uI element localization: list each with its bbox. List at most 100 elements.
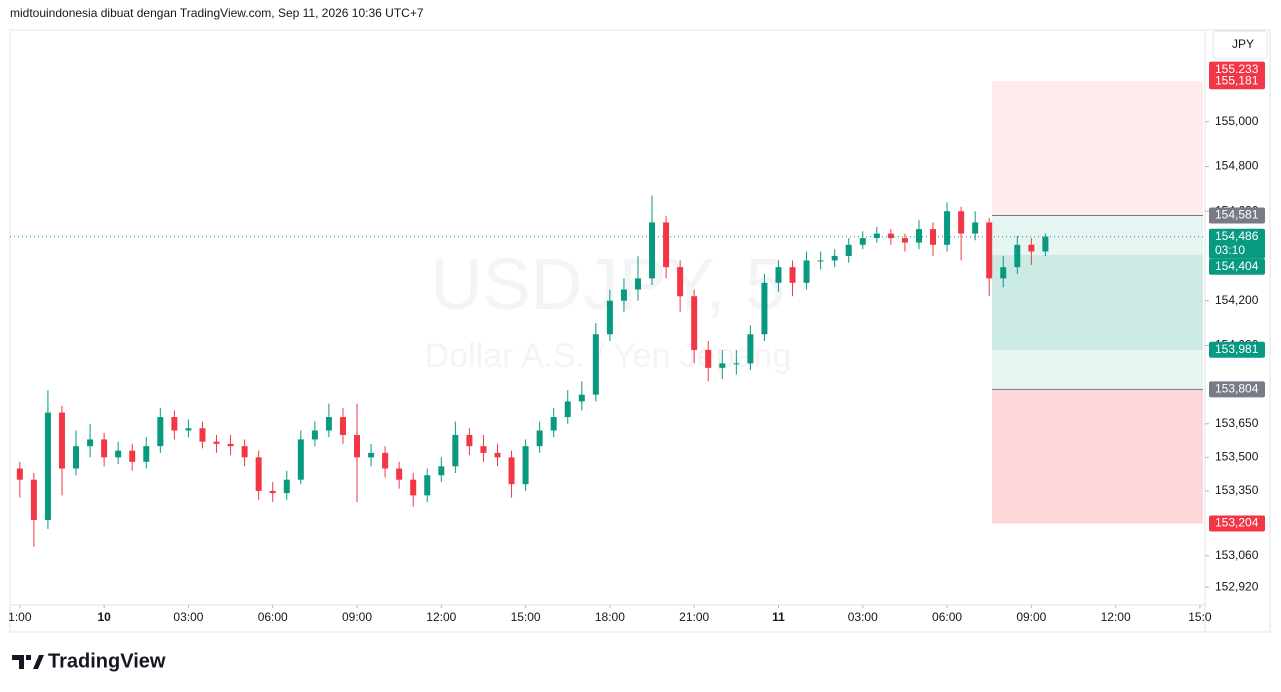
candle-body [171,417,178,431]
watermark-name: Dollar A.S. / Yen Jepang [425,337,792,375]
price-label-box [1209,381,1265,398]
x-tick-label: 06:00 [932,610,962,624]
candle-body [494,452,501,458]
x-tick-label: 15:0 [1188,610,1212,624]
price-label-box [1209,207,1265,224]
y-tick-label: 154,800 [1215,159,1259,173]
candle-body [424,475,431,496]
candle-body [368,452,375,458]
candle-body [817,260,824,262]
candle-body [649,222,656,279]
x-tick-label: 21:00 [679,610,709,624]
candle-body [452,434,459,467]
x-tick-label: 12:00 [1101,610,1131,624]
price-label-box [1209,258,1265,275]
candle-body [761,282,768,335]
y-tick-label: 152,920 [1215,579,1259,593]
position-zone [992,215,1203,390]
candle-body [887,233,894,239]
candle-body [213,441,220,444]
candle-body [410,479,417,496]
candle-body [620,289,627,301]
price-label-box [1209,73,1265,90]
candle-body [480,446,487,453]
candle-body [915,229,922,243]
candle-body [719,363,726,368]
candle-body [944,211,951,245]
price-label: 155,233 [1215,62,1259,76]
candle-body [227,443,234,447]
y-tick-label: 155,000 [1215,114,1259,128]
x-tick-label: 18:00 [595,610,625,624]
candle-body [339,417,346,435]
candle-body [1014,244,1021,268]
candle-body [972,222,979,234]
x-tick-label: 09:00 [342,610,372,624]
candle-body [199,428,206,442]
x-tick-label: 1:00 [8,610,32,624]
candle-body [438,466,445,476]
candle-body [550,417,557,431]
candle-body [831,255,838,261]
candle-body [382,452,389,469]
position-zone [992,81,1203,216]
currency-label[interactable]: JPY [1232,37,1254,51]
y-tick-label: 153,060 [1215,548,1259,562]
candle-body [564,401,571,418]
candle-body [775,267,782,283]
price-label: 153,981 [1215,342,1259,356]
candle-body [269,490,276,494]
candle-body [73,446,80,469]
candle-body [255,457,262,491]
x-tick-label: 03:00 [848,610,878,624]
price-label: 154,404 [1215,259,1259,273]
candle-body [691,296,698,350]
price-label: 154,581 [1215,208,1259,222]
price-label: 154,486 [1215,229,1259,243]
candle-body [873,233,880,239]
candle-body [663,222,670,268]
candle-body [115,450,122,458]
candle-body [129,450,136,462]
candle-body [396,468,403,480]
candle-body [606,300,613,335]
currency-button[interactable] [1212,30,1268,60]
footer-brand: TradingView [48,650,166,672]
candle-body [311,430,318,440]
candle-body [44,412,51,520]
candle-body [747,334,754,364]
price-label: 155,181 [1215,73,1259,87]
candle-body [241,446,248,458]
y-tick-label: 153,350 [1215,483,1259,497]
price-label: 153,804 [1215,381,1259,395]
x-tick-label: 06:00 [258,610,288,624]
candle-body [297,439,304,480]
x-tick-label: 10 [97,610,111,624]
candle-body [1000,267,1007,279]
candle-body [101,439,108,458]
candle-body [58,412,65,469]
candle-body [466,434,473,447]
candle-body [1028,244,1035,252]
y-tick-label: 153,500 [1215,450,1259,464]
position-zone [992,389,1203,524]
candle-body [1042,236,1049,252]
candle-body [930,229,937,245]
candle-body [143,446,150,462]
candle-body [283,479,290,494]
candle-body [901,238,908,243]
header: midtouindonesia dibuat dengan TradingVie… [10,6,424,20]
candle-body [859,238,866,245]
candle-body [354,434,361,458]
candle-body [325,417,332,431]
candle-body [87,439,94,447]
position-zone [992,255,1203,350]
candle-body [578,394,585,402]
candle-body [30,479,37,520]
x-tick-label: 15:00 [511,610,541,624]
candle-body [16,468,23,480]
candle-body [845,244,852,256]
x-tick-label: 09:00 [1016,610,1046,624]
